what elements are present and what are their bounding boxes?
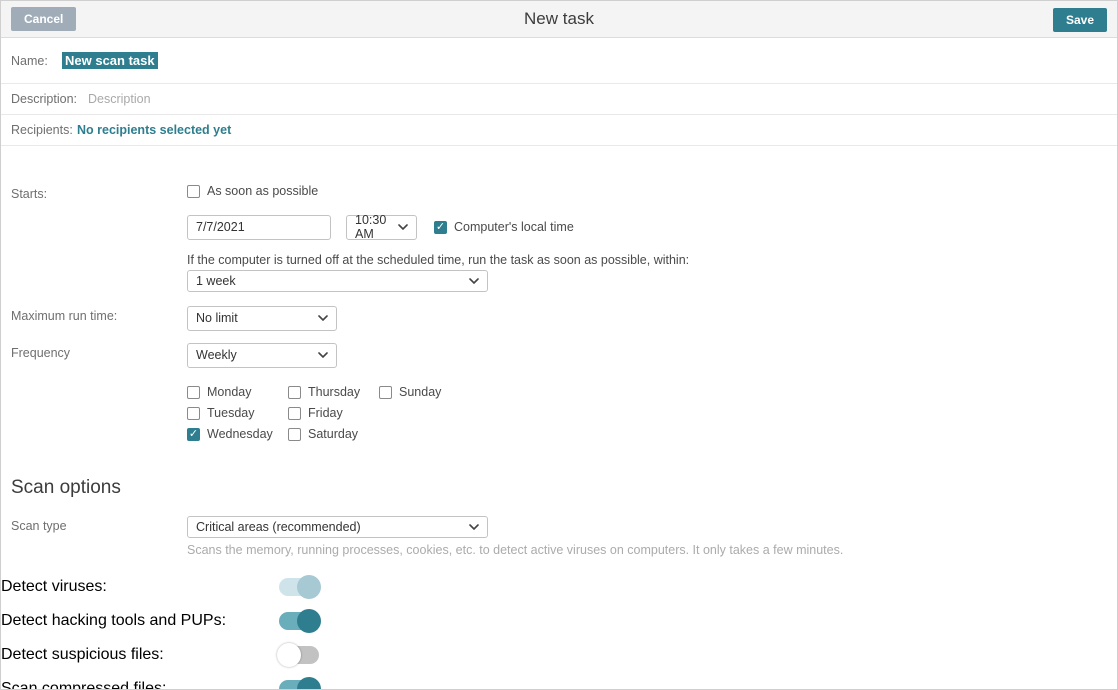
scan-type-row: Scan type Critical areas (recommended) S… — [1, 515, 1117, 557]
start-date-input[interactable] — [187, 214, 331, 240]
checkbox-box-icon — [187, 427, 200, 441]
max-run-time-label: Maximum run time: — [11, 308, 118, 323]
toggle-row-suspicious-files: Detect suspicious files: — [1, 642, 1117, 667]
frequency-row: Frequency Weekly — [1, 342, 1117, 368]
day-checkbox-tuesday[interactable]: Tuesday — [187, 406, 288, 420]
local-time-checkbox[interactable]: Computer's local time — [434, 220, 574, 234]
toggle-knob — [297, 608, 321, 633]
starts-controls: As soon as possible 10:30 AM Computer's … — [187, 184, 689, 292]
max-run-time-select[interactable]: No limit — [187, 305, 337, 331]
name-label: Name: — [11, 53, 48, 68]
frequency-select[interactable]: Weekly — [187, 342, 337, 368]
day-checkbox-friday[interactable]: Friday — [288, 406, 379, 420]
detect-suspicious-files-label: Detect suspicious files: — [1, 645, 164, 663]
starts-row: Starts: As soon as possible 10:30 AM — [1, 184, 1117, 292]
save-button[interactable]: Save — [1052, 8, 1107, 32]
scan-type-description: Scans the memory, running processes, coo… — [187, 542, 844, 557]
description-input[interactable]: Description — [88, 92, 151, 106]
checkbox-box-icon — [288, 385, 301, 399]
chevron-down-icon — [318, 315, 328, 321]
frequency-label: Frequency — [11, 345, 71, 360]
max-run-time-row: Maximum run time: No limit — [1, 305, 1117, 331]
day-checkbox-thursday[interactable]: Thursday — [288, 385, 379, 399]
day-checkbox-saturday[interactable]: Saturday — [288, 427, 379, 441]
toggle-knob — [297, 574, 321, 599]
datetime-row: 10:30 AM Computer's local time — [187, 213, 689, 241]
day-checkbox-monday[interactable]: Monday — [187, 385, 288, 399]
checkbox-box-icon — [187, 184, 200, 198]
cancel-button[interactable]: Cancel — [11, 7, 77, 31]
name-input[interactable]: New scan task — [62, 52, 158, 69]
detect-hacking-tools-toggle[interactable] — [279, 608, 321, 633]
scan-type-select[interactable]: Critical areas (recommended) — [187, 515, 488, 538]
starts-label: Starts: — [11, 187, 48, 201]
detect-hacking-tools-label: Detect hacking tools and PUPs: — [1, 611, 227, 629]
weekday-checkboxes: Monday Tuesday Wednesday Thursday Friday — [187, 382, 441, 445]
detect-viruses-toggle[interactable] — [279, 574, 321, 599]
detect-viruses-label: Detect viruses: — [1, 577, 107, 595]
chevron-down-icon — [469, 277, 479, 284]
scan-options-heading: Scan options — [11, 476, 121, 498]
checkbox-box-icon — [187, 406, 200, 420]
scan-compressed-files-toggle[interactable] — [279, 676, 321, 689]
detect-suspicious-files-toggle[interactable] — [277, 642, 319, 667]
asap-checkbox[interactable]: As soon as possible — [187, 184, 318, 198]
recipients-link[interactable]: No recipients selected yet — [77, 123, 232, 137]
recipients-row: Recipients: No recipients selected yet — [1, 115, 1117, 146]
header-bar: New task Cancel Save — [1, 1, 1117, 38]
weekdays-row: Monday Tuesday Wednesday Thursday Friday — [1, 382, 1117, 445]
name-row: Name: New scan task — [1, 38, 1117, 84]
chevron-down-icon — [398, 224, 408, 230]
scan-compressed-files-label: Scan compressed files: — [1, 679, 167, 690]
recipients-label: Recipients: — [11, 123, 73, 137]
description-row: Description: Description — [1, 84, 1117, 115]
toggle-knob — [277, 642, 301, 667]
turned-off-note: If the computer is turned off at the sch… — [187, 252, 690, 267]
toggle-row-compressed-files: Scan compressed files: — [1, 676, 1117, 690]
chevron-down-icon — [469, 523, 479, 530]
day-checkbox-sunday[interactable]: Sunday — [379, 385, 441, 399]
toggle-knob — [297, 676, 321, 689]
scan-type-label: Scan type — [11, 518, 67, 533]
checkbox-box-icon — [379, 385, 392, 399]
day-checkbox-wednesday[interactable]: Wednesday — [187, 427, 288, 441]
start-time-select[interactable]: 10:30 AM — [346, 213, 417, 241]
page-title: New task — [524, 9, 594, 28]
scan-toggle-list: Detect viruses: Detect hacking tools and… — [1, 574, 1117, 690]
checkbox-box-icon — [187, 385, 200, 399]
toggle-row-hacking-tools: Detect hacking tools and PUPs: — [1, 608, 1117, 633]
checkbox-box-icon — [288, 406, 301, 420]
toggle-row-detect-viruses: Detect viruses: — [1, 574, 1117, 599]
checkbox-box-icon — [288, 427, 301, 441]
run-within-select[interactable]: 1 week — [187, 269, 488, 292]
chevron-down-icon — [318, 352, 328, 358]
checkbox-box-icon — [434, 220, 447, 234]
description-label: Description: — [11, 92, 77, 106]
